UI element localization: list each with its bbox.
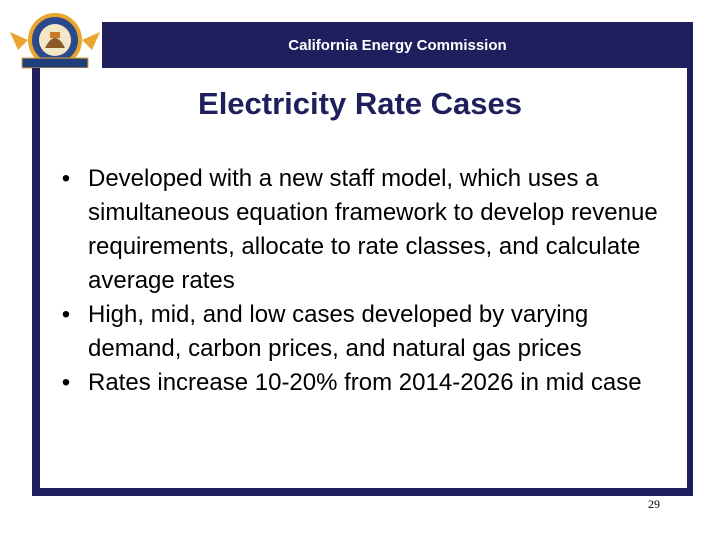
bullet-symbol: • [61, 369, 71, 396]
bullet-symbol: • [61, 165, 71, 192]
header-bar: California Energy Commission [102, 22, 693, 68]
bullet-text: Developed with a new staff model, which … [88, 165, 658, 294]
header-title: California Energy Commission [288, 36, 507, 54]
bullet-item: • High, mid, and low cases developed by … [56, 298, 676, 366]
bullet-list: • Developed with a new staff model, whic… [56, 162, 676, 400]
slide-content-area [40, 68, 687, 488]
slide-title: Electricity Rate Cases [198, 86, 522, 121]
page-number: 29 [648, 497, 660, 511]
seal-icon [10, 13, 100, 69]
bullet-text: Rates increase 10-20% from 2014-2026 in … [88, 369, 642, 396]
bullet-symbol: • [61, 301, 71, 328]
bullet-text: High, mid, and low cases developed by va… [88, 301, 589, 362]
bullet-item: • Developed with a new staff model, whic… [56, 162, 676, 298]
bullet-item: • Rates increase 10-20% from 2014-2026 i… [56, 366, 676, 400]
energy-commission-logo [8, 10, 102, 72]
